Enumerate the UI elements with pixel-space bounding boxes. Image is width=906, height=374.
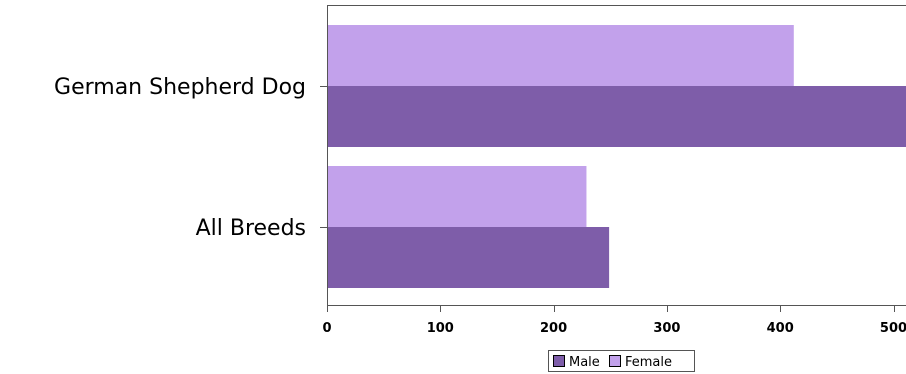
legend-label-female: Female [625,355,672,370]
x-tick-label-300: 300 [653,321,680,336]
bar-male-german-shepherd-dog [327,86,906,147]
x-tick-label-100: 100 [427,321,454,336]
bar-female-all-breeds [327,166,587,227]
x-tick-label-200: 200 [540,321,567,336]
legend-box [548,350,695,372]
x-tick-label-400: 400 [767,321,794,336]
category-label-german-shepherd-dog: German Shepherd Dog [54,75,306,100]
legend: Male Female [548,350,695,372]
bars-layer [327,25,906,288]
x-tick-label-500: 500 [880,321,906,336]
bar-male-all-breeds [327,227,610,288]
bar-female-german-shepherd-dog [327,25,794,86]
x-tick-label-0: 0 [322,321,331,336]
legend-swatch-female [609,355,621,367]
legend-label-male: Male [569,355,600,370]
legend-swatch-male [553,355,565,367]
category-label-all-breeds: All Breeds [196,216,306,241]
axes-layer: German Shepherd Dog All Breeds 0 100 200 300 4… [54,5,906,336]
